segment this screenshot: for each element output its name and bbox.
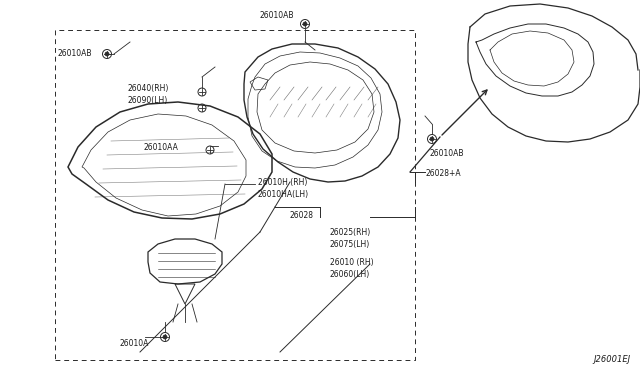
Circle shape — [303, 22, 307, 26]
Text: 26010AB: 26010AB — [57, 49, 92, 58]
Text: 26010 (RH): 26010 (RH) — [330, 257, 374, 266]
Text: 26010AB: 26010AB — [260, 10, 294, 19]
Text: 26025(RH): 26025(RH) — [330, 228, 371, 237]
Text: 26028: 26028 — [290, 211, 314, 219]
Text: 26028+A: 26028+A — [425, 170, 461, 179]
Text: 26010HA(LH): 26010HA(LH) — [258, 189, 309, 199]
Text: 26010H (RH): 26010H (RH) — [258, 177, 307, 186]
Text: 26040(RH): 26040(RH) — [128, 83, 170, 93]
Text: J26001EJ: J26001EJ — [593, 355, 630, 364]
Circle shape — [105, 52, 109, 56]
Circle shape — [430, 137, 434, 141]
Text: 26060(LH): 26060(LH) — [330, 269, 371, 279]
Text: 26010AB: 26010AB — [430, 150, 465, 158]
Text: 26010AA: 26010AA — [143, 144, 178, 153]
Text: 26090(LH): 26090(LH) — [128, 96, 168, 105]
Circle shape — [163, 335, 167, 339]
Text: 26075(LH): 26075(LH) — [330, 240, 371, 248]
Text: 26010A: 26010A — [120, 340, 149, 349]
